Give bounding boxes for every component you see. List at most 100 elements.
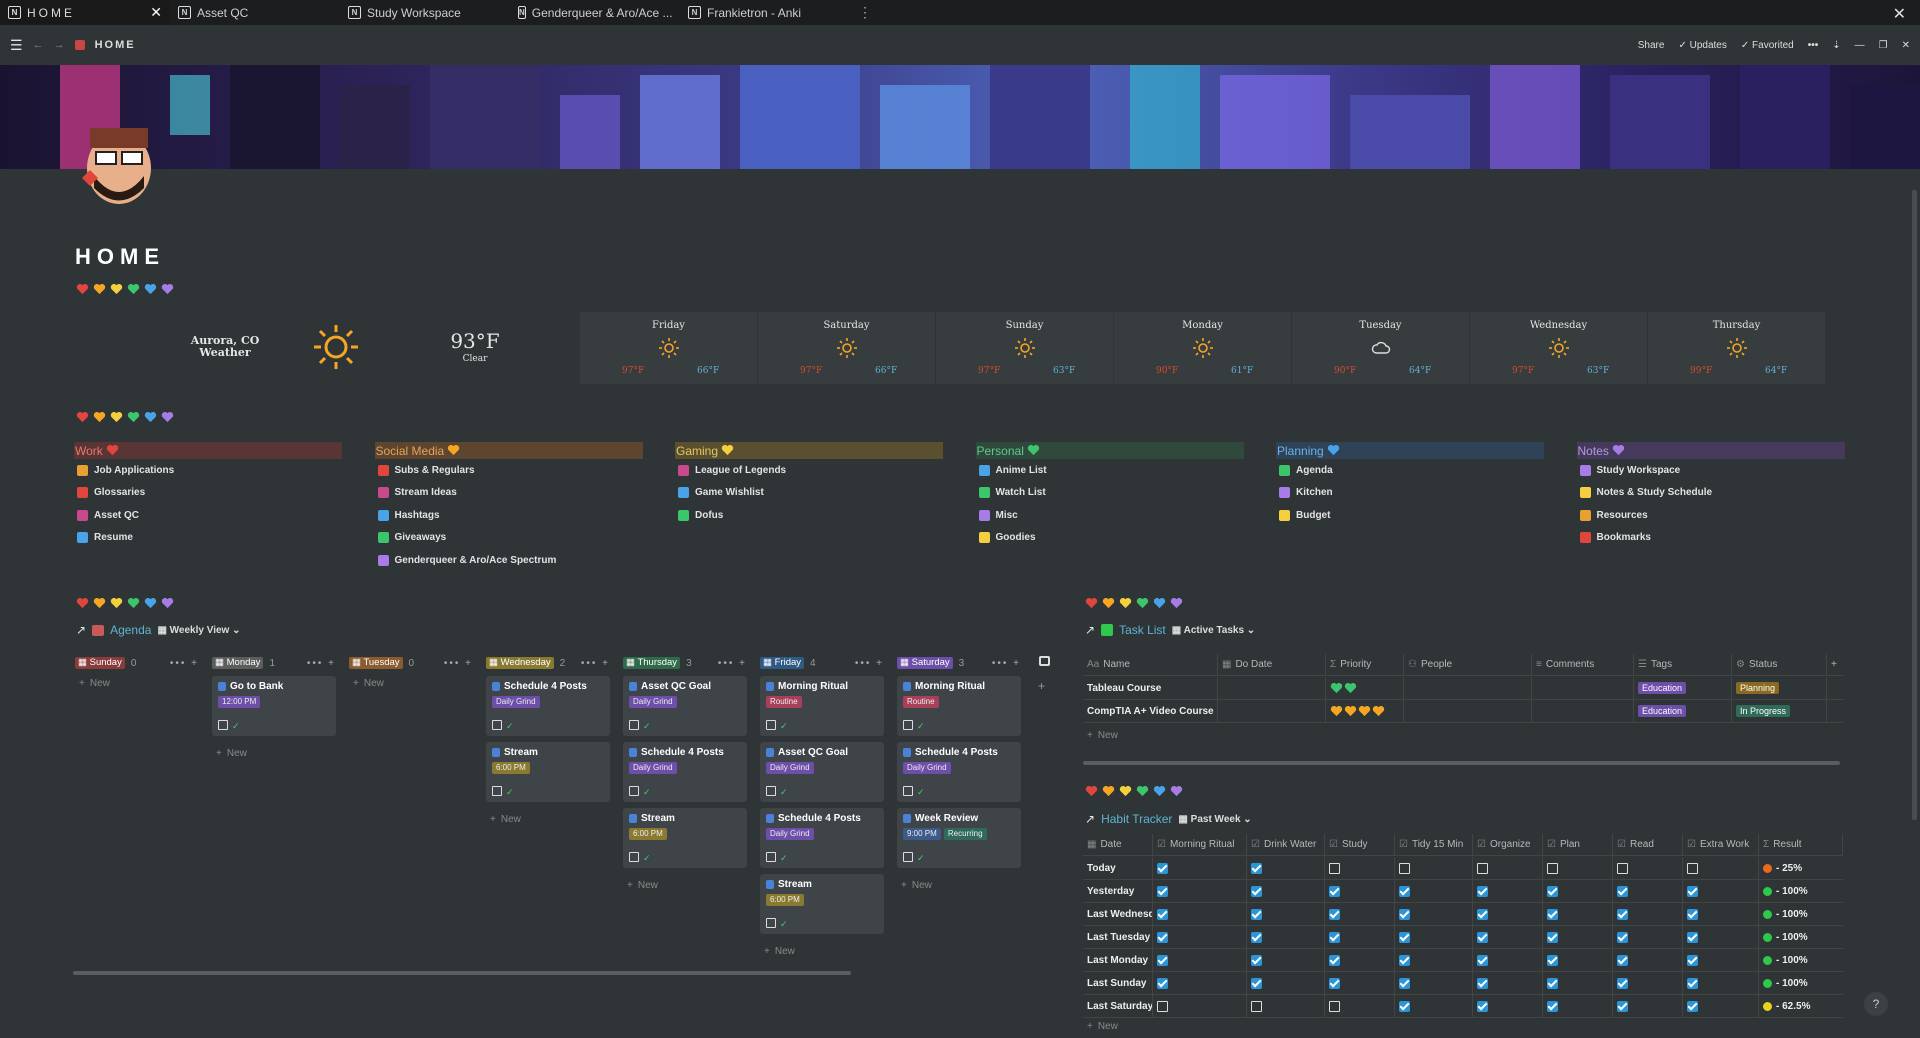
checked-checkbox[interactable] [1617, 954, 1628, 966]
close-icon[interactable]: ✕ [1901, 39, 1910, 51]
card-checkbox[interactable] [492, 786, 502, 796]
checked-checkbox[interactable] [1157, 977, 1168, 989]
habit-row[interactable]: Last Tuesday - 100% [1083, 926, 1843, 949]
close-window-icon[interactable]: ✕ [1892, 6, 1906, 23]
category-link[interactable]: Resources [1577, 504, 1845, 527]
checked-checkbox[interactable] [1617, 1000, 1628, 1012]
habit-cell[interactable] [1153, 995, 1247, 1017]
table-cell[interactable] [1218, 700, 1326, 722]
favorited-button[interactable]: ✓ Favorited [1740, 39, 1794, 51]
tab-0[interactable]: N HOME ✕ [0, 0, 170, 25]
habit-cell[interactable] [1683, 903, 1759, 925]
habit-cell[interactable] [1473, 857, 1543, 879]
unchecked-checkbox[interactable] [1251, 1000, 1262, 1012]
updates-button[interactable]: ✓ Updates [1678, 39, 1727, 51]
habit-date[interactable]: Last Tuesday [1083, 926, 1153, 948]
lock-icon[interactable] [1039, 656, 1050, 666]
column-header[interactable]: ☑ Plan [1543, 834, 1613, 855]
habit-cell[interactable] [1683, 926, 1759, 948]
table-cell[interactable]: Education [1634, 677, 1732, 699]
checked-checkbox[interactable] [1477, 885, 1488, 897]
checked-checkbox[interactable] [1157, 931, 1168, 943]
column-header[interactable]: ☑ Study [1325, 834, 1395, 855]
card-checkbox[interactable] [629, 720, 639, 730]
card-checkbox[interactable] [766, 720, 776, 730]
column-options-icon[interactable]: ••• + [580, 657, 610, 669]
habit-cell[interactable] [1683, 949, 1759, 971]
category-header[interactable]: Work [74, 442, 342, 459]
column-options-icon[interactable]: ••• + [443, 657, 473, 669]
column-options-icon[interactable]: ••• + [169, 657, 199, 669]
tabs-menu-icon[interactable]: ⋮ [858, 4, 872, 20]
agenda-card[interactable]: Asset QC Goal Daily Grind ✓ [760, 742, 884, 802]
checked-checkbox[interactable] [1547, 931, 1558, 943]
category-link[interactable]: Stream Ideas [375, 482, 643, 505]
column-options-icon[interactable]: ••• + [306, 657, 336, 669]
agenda-card[interactable]: Week Review 9:00 PM Recurring ✓ [897, 808, 1021, 868]
agenda-card[interactable]: Schedule 4 Posts Daily Grind ✓ [897, 742, 1021, 802]
table-row[interactable]: Tableau Course Education Planning [1083, 677, 1843, 700]
column-header[interactable]: Aa Name [1083, 654, 1218, 675]
category-header[interactable]: Notes [1576, 442, 1845, 459]
habit-cell[interactable] [1473, 972, 1543, 994]
habit-cell[interactable] [1395, 995, 1473, 1017]
add-column-icon[interactable]: + [1038, 679, 1046, 693]
habit-cell[interactable] [1153, 903, 1247, 925]
new-habit-button[interactable]: + New [1087, 1020, 1118, 1032]
column-header[interactable]: ⚙ Status [1732, 654, 1827, 675]
habit-cell[interactable] [1543, 972, 1613, 994]
unchecked-checkbox[interactable] [1329, 862, 1340, 874]
card-checkbox[interactable] [766, 852, 776, 862]
habit-cell[interactable] [1395, 926, 1473, 948]
checked-checkbox[interactable] [1617, 931, 1628, 943]
checked-checkbox[interactable] [1687, 931, 1698, 943]
column-header[interactable]: ≡ Comments [1532, 654, 1634, 675]
agenda-card[interactable]: Morning Ritual Routine ✓ [760, 676, 884, 736]
habit-cell[interactable] [1613, 880, 1683, 902]
agenda-card[interactable]: Asset QC Goal Daily Grind ✓ [623, 676, 747, 736]
new-card-button[interactable]: + New [627, 879, 658, 891]
habit-cell[interactable] [1153, 949, 1247, 971]
task-scrollbar[interactable] [1083, 761, 1840, 765]
column-header[interactable]: ☑ Read [1613, 834, 1683, 855]
table-cell[interactable] [1532, 700, 1634, 722]
agenda-card[interactable]: Morning Ritual Routine ✓ [897, 676, 1021, 736]
card-checkbox[interactable] [903, 720, 913, 730]
category-header[interactable]: Gaming [675, 442, 943, 459]
category-link[interactable]: Watch List [976, 482, 1244, 505]
column-header[interactable]: ☑ Organize [1473, 834, 1543, 855]
habit-cell[interactable] [1473, 903, 1543, 925]
habit-view-selector[interactable]: ▦ Past Week ⌄ [1178, 813, 1252, 825]
habit-cell[interactable] [1543, 857, 1613, 879]
column-options-icon[interactable]: ••• + [854, 657, 884, 669]
checked-checkbox[interactable] [1687, 1000, 1698, 1012]
table-cell[interactable] [1404, 677, 1532, 699]
checked-checkbox[interactable] [1547, 885, 1558, 897]
habit-cell[interactable] [1683, 857, 1759, 879]
checked-checkbox[interactable] [1477, 954, 1488, 966]
table-cell[interactable]: In Progress [1732, 700, 1827, 722]
habit-date[interactable]: Yesterday [1083, 880, 1153, 902]
category-link[interactable]: Misc [976, 504, 1244, 527]
category-link[interactable]: Bookmarks [1577, 527, 1845, 550]
habit-row[interactable]: Last Wednesda - 100% [1083, 903, 1843, 926]
habit-row[interactable]: Last Monday - 100% [1083, 949, 1843, 972]
habit-row[interactable]: Yesterday - 100% [1083, 880, 1843, 903]
category-link[interactable]: Notes & Study Schedule [1577, 482, 1845, 505]
tab-3[interactable]: N Genderqueer & Aro/Ace ... [510, 0, 680, 25]
task-list-link[interactable]: Task List [1119, 623, 1166, 637]
column-header[interactable]: Σ Priority [1326, 654, 1404, 675]
checked-checkbox[interactable] [1687, 885, 1698, 897]
habit-cell[interactable] [1683, 972, 1759, 994]
category-header[interactable]: Personal [975, 442, 1244, 459]
table-row[interactable]: CompTIA A+ Video Course Education In Progr… [1083, 700, 1843, 723]
checked-checkbox[interactable] [1399, 931, 1410, 943]
category-link[interactable]: League of Legends [675, 459, 943, 482]
tab-1[interactable]: N Asset QC [170, 0, 340, 25]
column-header[interactable]: ☰ Tags [1634, 654, 1732, 675]
new-task-button[interactable]: + New [1087, 729, 1118, 741]
habit-cell[interactable] [1613, 949, 1683, 971]
habit-cell[interactable] [1153, 880, 1247, 902]
category-link[interactable]: Subs & Regulars [375, 459, 643, 482]
table-cell[interactable]: Education [1634, 700, 1732, 722]
